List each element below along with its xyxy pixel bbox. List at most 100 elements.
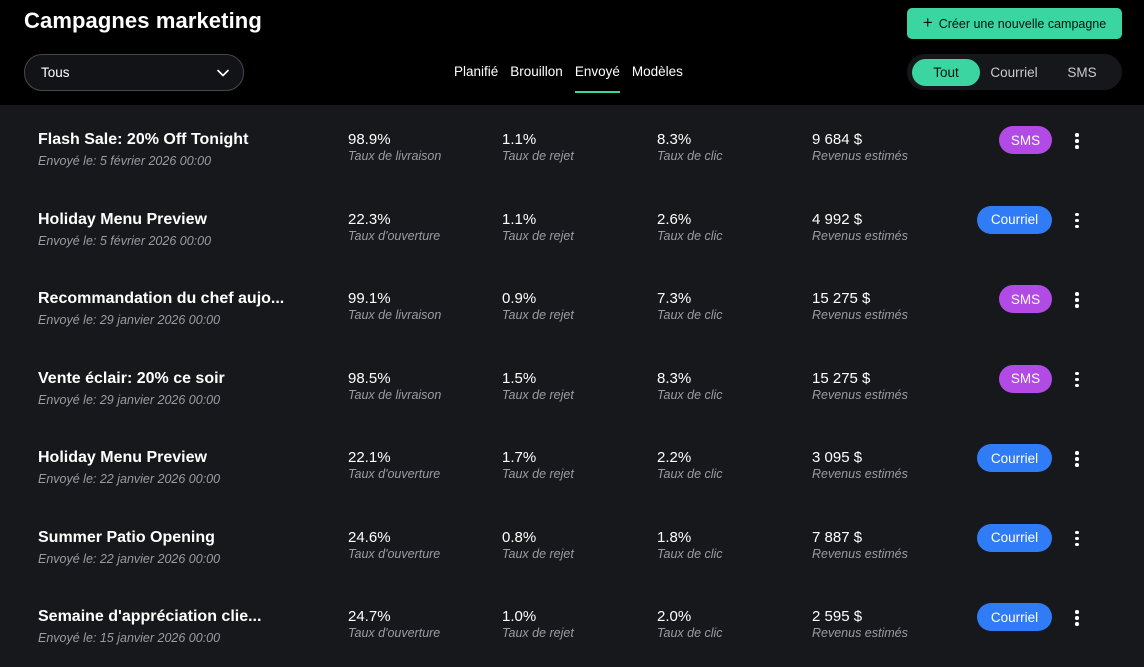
metric-value: 9 684 $ xyxy=(812,131,863,148)
table-row[interactable]: Semaine d'appréciation clie... Envoyé le:… xyxy=(0,582,1144,662)
campaign-name[interactable]: Summer Patio Opening xyxy=(38,528,215,546)
channel-option-tout[interactable]: Tout xyxy=(912,58,980,86)
campaign-name[interactable]: Vente éclair: 20% ce soir xyxy=(38,369,225,387)
page-header: Campagnes marketing + Créer une nouvelle… xyxy=(0,0,1144,105)
create-campaign-label: Créer une nouvelle campagne xyxy=(938,16,1107,31)
metric-label: Taux de rejet xyxy=(502,228,574,243)
metric-estimated-revenue: 15 275 $ Revenus estimés xyxy=(812,290,908,322)
create-campaign-button[interactable]: + Créer une nouvelle campagne xyxy=(907,8,1122,39)
channel-toggle: Tout Courriel SMS xyxy=(907,54,1122,90)
metric-delivery-or-open-rate: 98.5% Taux de livraison xyxy=(348,370,441,402)
metric-value: 1.8% xyxy=(657,528,692,546)
metric-delivery-or-open-rate: 98.9% Taux de livraison xyxy=(348,131,441,163)
channel-badge: Courriel xyxy=(977,205,1052,234)
metric-bounce-rate: 1.1% Taux de rejet xyxy=(502,131,574,163)
metric-label: Revenus estimés xyxy=(812,626,908,640)
more-vertical-icon[interactable] xyxy=(1068,606,1086,630)
channel-option-courriel[interactable]: Courriel xyxy=(990,64,1038,80)
plus-icon: + xyxy=(922,13,933,32)
metric-label: Taux de rejet xyxy=(502,308,574,322)
metric-delivery-or-open-rate: 24.6% Taux d'ouverture xyxy=(348,529,440,561)
campaign-name[interactable]: Recommandation du chef aujo... xyxy=(38,290,285,307)
metric-value: 22.1% xyxy=(348,449,391,466)
campaign-sent-date: Envoyé le: 22 janvier 2026 00:00 xyxy=(38,551,221,566)
campaign-sent-date: Envoyé le: 29 janvier 2026 00:00 xyxy=(38,313,221,327)
metric-click-rate: 7.3% Taux de clic xyxy=(657,290,723,322)
campaign-name[interactable]: Semaine d'appréciation clie... xyxy=(38,608,262,625)
metric-estimated-revenue: 2 595 $ Revenus estimés xyxy=(812,608,908,640)
metric-value: 15 275 $ xyxy=(812,369,871,387)
campaign-name[interactable]: Holiday Menu Preview xyxy=(38,210,207,228)
metric-value: 98.9% xyxy=(348,131,391,148)
channel-option-sms[interactable]: SMS xyxy=(1067,64,1097,80)
metric-value: 0.9% xyxy=(502,290,537,307)
metric-estimated-revenue: 15 275 $ Revenus estimés xyxy=(812,370,908,402)
metric-label: Taux de clic xyxy=(657,228,723,243)
metric-value: 7 887 $ xyxy=(812,528,863,546)
metric-label: Revenus estimés xyxy=(812,546,908,561)
metric-bounce-rate: 1.5% Taux de rejet xyxy=(502,370,574,402)
metric-bounce-rate: 1.1% Taux de rejet xyxy=(502,211,574,243)
metric-click-rate: 2.6% Taux de clic xyxy=(657,211,723,243)
metric-estimated-revenue: 7 887 $ Revenus estimés xyxy=(812,529,908,561)
metric-value: 22.3% xyxy=(348,210,391,228)
channel-badge: Courriel xyxy=(977,523,1052,552)
metric-value: 0.8% xyxy=(502,528,537,546)
metric-label: Taux de rejet xyxy=(502,467,574,481)
channel-badge: SMS xyxy=(999,126,1052,154)
metric-label: Taux d'ouverture xyxy=(348,626,441,640)
table-row[interactable]: Flash Sale: 20% Off Tonight Envoyé le: 5 … xyxy=(0,105,1144,185)
metric-click-rate: 1.8% Taux de clic xyxy=(657,529,723,561)
metric-click-rate: 2.2% Taux de clic xyxy=(657,449,723,481)
metric-value: 2.2% xyxy=(657,449,692,466)
metric-estimated-revenue: 3 095 $ Revenus estimés xyxy=(812,449,908,481)
status-filter-value: Tous xyxy=(41,65,70,80)
metric-label: Revenus estimés xyxy=(812,228,908,243)
metric-value: 24.7% xyxy=(348,608,391,625)
metric-label: Taux de clic xyxy=(657,546,723,561)
tab-modeles[interactable]: Modèles xyxy=(631,64,683,79)
more-vertical-icon[interactable] xyxy=(1068,288,1086,312)
table-row[interactable]: Vente éclair: 20% ce soir Envoyé le: 29 j… xyxy=(0,344,1144,424)
metric-estimated-revenue: 4 992 $ Revenus estimés xyxy=(812,211,908,243)
campaign-name[interactable]: Holiday Menu Preview xyxy=(38,449,207,466)
campaign-list: Flash Sale: 20% Off Tonight Envoyé le: 5 … xyxy=(0,105,1144,667)
status-filter-select[interactable]: Tous xyxy=(24,54,244,91)
metric-value: 8.3% xyxy=(657,131,692,148)
metric-value: 2.6% xyxy=(657,210,692,228)
metric-label: Taux d'ouverture xyxy=(348,467,441,481)
metric-value: 8.3% xyxy=(657,369,692,387)
metric-bounce-rate: 0.8% Taux de rejet xyxy=(502,529,574,561)
metric-delivery-or-open-rate: 22.1% Taux d'ouverture xyxy=(348,449,440,481)
more-vertical-icon[interactable] xyxy=(1068,368,1086,392)
tab-planifie[interactable]: Planifié xyxy=(454,64,499,79)
campaign-sent-date: Envoyé le: 15 janvier 2026 00:00 xyxy=(38,631,221,645)
campaign-name[interactable]: Flash Sale: 20% Off Tonight xyxy=(38,131,249,148)
metric-bounce-rate: 1.0% Taux de rejet xyxy=(502,608,574,640)
table-row[interactable]: Summer Patio Opening Envoyé le: 22 janvie… xyxy=(0,503,1144,583)
metric-value: 1.7% xyxy=(502,449,537,466)
metric-value: 99.1% xyxy=(348,290,391,307)
more-vertical-icon[interactable] xyxy=(1068,527,1086,551)
more-vertical-icon[interactable] xyxy=(1068,447,1086,471)
more-vertical-icon[interactable] xyxy=(1068,129,1086,153)
table-row[interactable]: Recommandation du chef aujo... Envoyé le:… xyxy=(0,264,1144,344)
table-row[interactable]: Holiday Menu Preview Envoyé le: 22 janvie… xyxy=(0,423,1144,503)
metric-label: Taux de livraison xyxy=(348,387,442,402)
metric-delivery-or-open-rate: 22.3% Taux d'ouverture xyxy=(348,211,440,243)
campaign-sent-date: Envoyé le: 22 janvier 2026 00:00 xyxy=(38,472,221,486)
table-row[interactable]: Holiday Menu Preview Envoyé le: 5 février… xyxy=(0,185,1144,265)
tab-envoye[interactable]: Envoyé xyxy=(574,62,620,94)
channel-badge: SMS xyxy=(999,364,1052,393)
metric-value: 2 595 $ xyxy=(812,608,863,625)
chevron-down-icon xyxy=(217,69,229,76)
more-vertical-icon[interactable] xyxy=(1068,209,1086,233)
tab-brouillon[interactable]: Brouillon xyxy=(510,64,563,79)
metric-label: Taux de clic xyxy=(657,149,723,163)
metric-label: Taux de clic xyxy=(657,626,723,640)
metric-label: Taux de clic xyxy=(657,387,723,402)
channel-badge: Courriel xyxy=(977,603,1052,631)
metric-bounce-rate: 1.7% Taux de rejet xyxy=(502,449,574,481)
channel-badge: SMS xyxy=(999,285,1052,313)
metric-value: 15 275 $ xyxy=(812,290,871,307)
